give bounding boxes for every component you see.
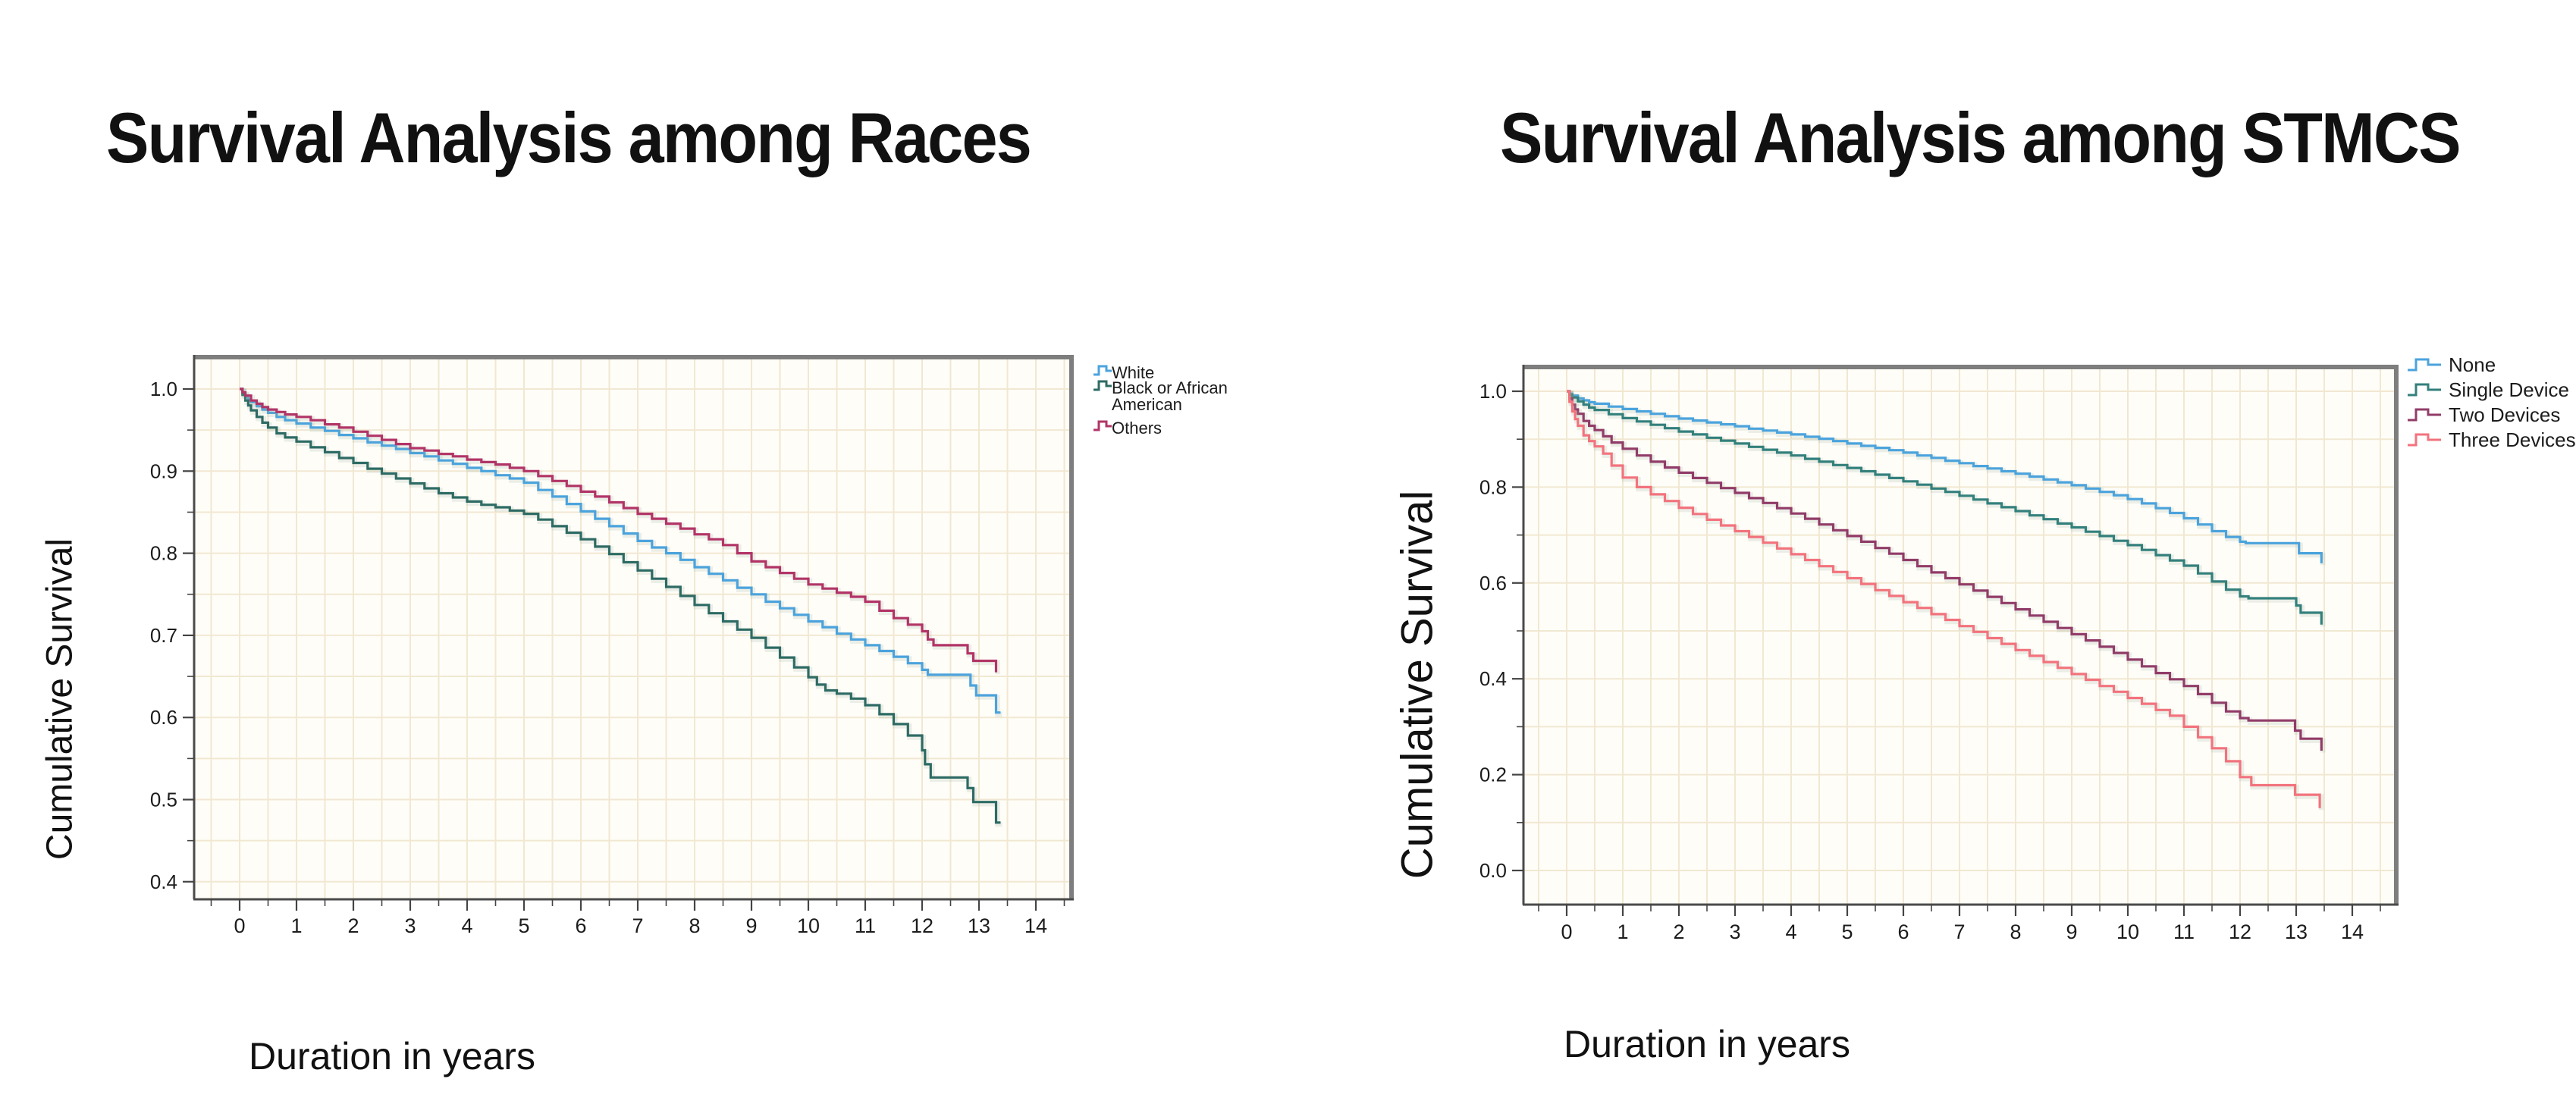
curve-two-devices [1567,390,2323,751]
y-tick-label: 0.8 [1479,475,1507,498]
x-tick-label: 8 [689,914,700,937]
x-tick-label: 10 [2116,921,2139,943]
legend-item-three-devices: Three Devices [2408,428,2576,451]
legend-item-none: None [2408,353,2496,376]
curve-single-device [1567,390,2323,625]
y-tick-labels: 1.0 0.8 0.6 0.4 0.2 0.0 [1479,380,1507,882]
legend-label: Black or African [1112,378,1228,397]
x-tick-label: 4 [1785,921,1796,943]
x-axis-ticks [1538,905,2381,916]
x-tick-label: 12 [911,914,933,937]
y-tick-label: 0.4 [1479,667,1507,690]
legend-label: Others [1112,419,1162,438]
x-tick-label: 13 [968,914,990,937]
legend-label: Two Devices [2449,403,2560,426]
y-axis-ticks [183,387,194,883]
legend-label: White [1112,363,1154,382]
x-tick-label: 4 [461,914,472,937]
x-tick-label: 2 [1673,921,1684,943]
legend-swatch-white [1093,365,1112,376]
legend-label: None [2449,353,2496,376]
x-axis-ticks [210,899,1065,911]
y-tick-label: 1.0 [1479,380,1507,403]
x-tick-label: 3 [404,914,416,937]
legend-label: Single Device [2449,378,2569,401]
x-tick-label: 7 [632,914,643,937]
plot-area [194,357,1072,899]
x-tick-label: 5 [1841,921,1853,943]
curve-none [1567,390,2323,563]
x-tick-label: 11 [2173,921,2195,943]
curve-white [240,387,1001,714]
x-tick-label: 2 [347,914,359,937]
curve-three-devices [1567,390,2321,808]
x-tick-label: 1 [290,914,302,937]
x-tick-label: 11 [855,914,876,937]
x-tick-label: 12 [2229,921,2251,943]
legend-item-two-devices: Two Devices [2408,403,2560,426]
y-tick-label: 1.0 [150,378,177,400]
x-tick-label: 10 [797,914,820,937]
legend-label: American [1112,395,1182,414]
stmcs-xaxis-label: Duration in years [1564,1023,1850,1065]
y-tick-label: 0.6 [1479,572,1507,594]
x-tick-label: 0 [234,914,245,937]
plot-border [193,355,1074,901]
races-chart-svg: 0 1 2 3 4 5 6 7 8 9 10 11 12 13 141.00.90.80.70.60.50.… [150,355,1228,937]
x-tick-label: 13 [2285,921,2308,943]
x-tick-label: 14 [1024,914,1047,937]
x-tick-label: 8 [2010,921,2021,943]
curve-halo-three-devices [1568,391,2324,811]
curve-halo-single-device [1568,391,2326,627]
y-tick-label: 0.2 [1479,764,1507,786]
legend-swatch-none [2408,358,2441,372]
x-tick-label: 9 [2066,921,2077,943]
y-tick-label: 0.6 [150,706,177,729]
x-tick-label: 14 [2341,921,2364,943]
races-chart-title: Survival Analysis among Races [106,98,1032,177]
legend-swatch-single-device [2408,383,2441,397]
stmcs-chart-svg: 0 1 2 3 4 5 6 7 8 9 10 11 12 13 141.00.80.60.40.20.0No… [1479,353,2576,943]
races-xaxis-label: Duration in years [249,1035,535,1077]
legend-item-single-device: Single Device [2408,378,2569,401]
legend-swatch-three-devices [2408,433,2441,447]
y-axis-ticks [1512,390,1523,872]
x-tick-label: 0 [1561,921,1572,943]
legend-swatch-others [1093,420,1112,431]
y-tick-label: 0.4 [150,870,177,893]
legend-label: Three Devices [2449,428,2576,451]
y-tick-label: 0.8 [150,542,177,565]
x-tick-label: 7 [1953,921,1965,943]
x-tick-label: 9 [745,914,757,937]
x-tick-label: 5 [518,914,529,937]
y-tick-label: 0.7 [150,624,177,647]
curve-others [240,387,998,673]
curve-black-or-african-american [240,387,1001,824]
x-tick-label: 6 [1897,921,1909,943]
y-tick-labels: 1.0 0.9 0.8 0.7 0.6 0.5 0.4 [150,378,177,893]
legend-item-others: Others [1093,419,1162,438]
x-tick-label: 1 [1617,921,1628,943]
legend-item-white: White [1093,363,1154,382]
plot-border [1522,365,2399,906]
curve-halo-two-devices [1568,391,2326,753]
x-tick-label: 3 [1729,921,1740,943]
legend-swatch-black-or-african-american [1093,380,1112,391]
x-tick-labels: 0 1 2 3 4 5 6 7 8 9 10 11 12 13 14 [1561,921,2364,943]
stmcs-chart-title: Survival Analysis among STMCS [1500,98,2461,177]
y-tick-label: 0.9 [150,460,177,482]
x-tick-labels: 0 1 2 3 4 5 6 7 8 9 10 11 12 13 14 [234,914,1047,937]
y-tick-label: 0.5 [150,789,177,811]
y-tick-label: 0.0 [1479,859,1507,882]
legend-swatch-two-devices [2408,408,2441,422]
x-tick-label: 6 [575,914,586,937]
